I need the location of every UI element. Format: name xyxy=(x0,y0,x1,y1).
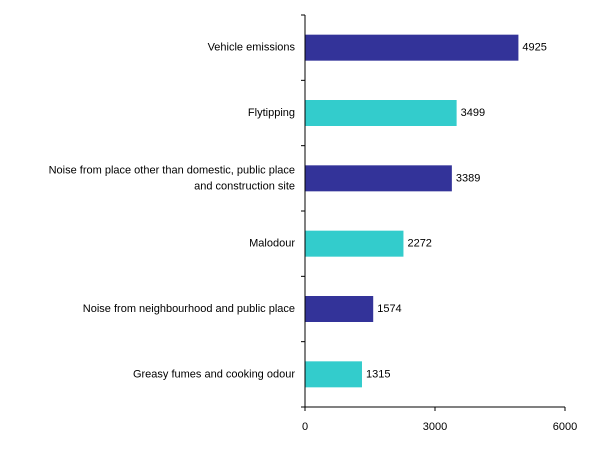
value-label-1: 3499 xyxy=(461,107,485,119)
bars-layer xyxy=(305,34,519,388)
bar-5 xyxy=(305,361,362,388)
category-label-2-0: Noise from place other than domestic, pu… xyxy=(49,164,295,176)
bar-1 xyxy=(305,100,457,126)
value-label-3: 2272 xyxy=(407,238,431,250)
x-tick-label-2: 6000 xyxy=(553,421,577,433)
bar-0 xyxy=(305,34,519,61)
category-label-2-1: and construction site xyxy=(194,180,295,192)
value-label-0: 4925 xyxy=(522,42,546,54)
category-label-1-0: Flytipping xyxy=(248,107,295,119)
value-label-2: 3389 xyxy=(456,172,480,184)
value-label-5: 1315 xyxy=(366,368,390,380)
category-label-5-0: Greasy fumes and cooking odour xyxy=(133,368,295,380)
value-label-4: 1574 xyxy=(377,303,401,315)
category-label-0-0: Vehicle emissions xyxy=(208,42,296,54)
category-label-4-0: Noise from neighbourhood and public plac… xyxy=(83,303,295,315)
category-label-3-0: Malodour xyxy=(249,238,295,250)
bar-3 xyxy=(305,230,404,257)
x-tick-label-0: 0 xyxy=(302,421,308,433)
labels-layer: Vehicle emissions 4925 Flytipping 3499 Noise… xyxy=(49,42,578,433)
x-tick-label-1: 3000 xyxy=(423,421,447,433)
bar-2 xyxy=(305,165,452,192)
bar-4 xyxy=(305,296,374,322)
axis-layer xyxy=(301,14,566,411)
